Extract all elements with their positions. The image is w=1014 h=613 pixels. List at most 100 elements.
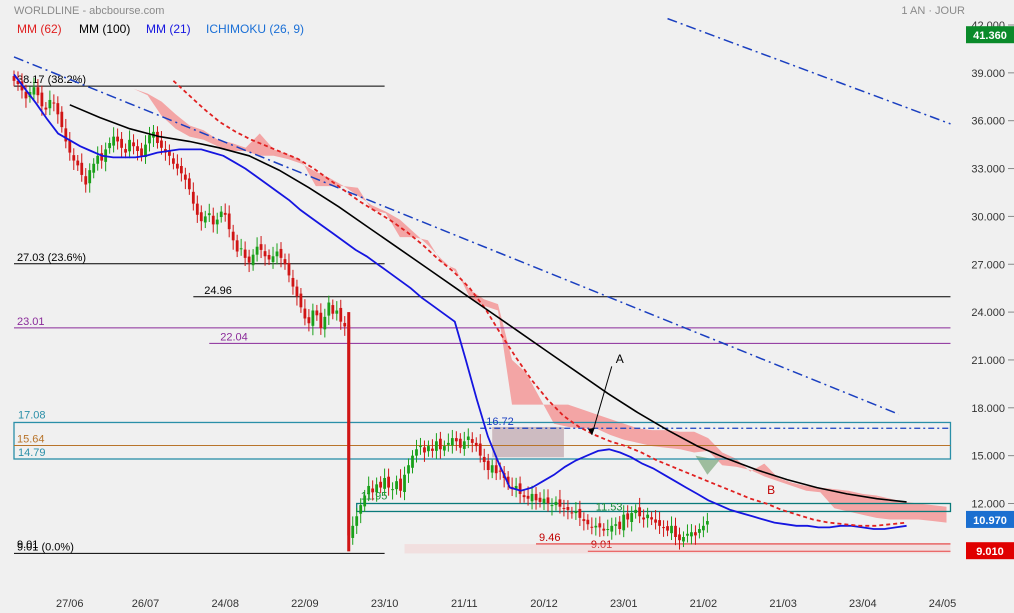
y-tick-label: 15.000 [971, 451, 1005, 463]
candle-body [538, 497, 542, 502]
candle-body [431, 448, 434, 451]
candle-body [522, 495, 526, 498]
candle-body [395, 481, 398, 490]
moving-averages [13, 73, 907, 530]
candle-body [40, 92, 44, 107]
candle-body [435, 441, 438, 451]
ma62-line [172, 80, 907, 527]
candle-body [399, 478, 402, 491]
ma100-line [69, 104, 907, 503]
candle-body [239, 248, 243, 250]
candle-body [263, 251, 267, 257]
level-box [356, 502, 952, 513]
candle-body [116, 136, 120, 142]
candle-body [466, 436, 470, 441]
level-label: 9.01 [17, 539, 38, 551]
candle-body [327, 302, 331, 316]
candle-body [470, 439, 474, 443]
candle-body [371, 488, 375, 493]
candle-body [654, 519, 657, 523]
candle-body [247, 256, 251, 263]
candle-body [12, 76, 16, 81]
candle-body [391, 489, 394, 491]
x-tick-label: 23/01 [610, 598, 638, 610]
candle-body [542, 498, 546, 504]
candle-body [415, 449, 418, 456]
candle-body [227, 213, 231, 230]
level-label: 38.17 (38.2%) [17, 74, 86, 86]
candle-body [626, 513, 630, 520]
candle-body [582, 519, 586, 522]
candle-body [494, 465, 498, 474]
candle-body [36, 87, 40, 96]
x-tick-label: 26/07 [132, 598, 160, 610]
candle-gap-down [347, 312, 351, 552]
candle-body [462, 441, 466, 449]
candle-body [566, 507, 570, 510]
candle-body [670, 525, 673, 534]
candle-body [100, 153, 104, 161]
y-tick-label: 21.000 [971, 355, 1005, 367]
level-box [13, 421, 952, 460]
x-tick-label: 27/06 [56, 598, 84, 610]
y-tick-label: 33.000 [971, 164, 1005, 176]
candle-body [48, 99, 52, 109]
level-label: 17.08 [18, 409, 46, 421]
candle-body [598, 523, 602, 528]
candle-body [558, 499, 562, 507]
candle-body [203, 216, 207, 223]
x-tick-label: 22/09 [291, 598, 319, 610]
candle-body [367, 485, 371, 495]
source-label: WORLDLINE - abcbourse.com [14, 5, 164, 17]
y-tick-label: 24.000 [971, 307, 1005, 319]
candle-body [622, 514, 626, 531]
candle-body [156, 131, 159, 144]
candle-body [458, 438, 462, 448]
candle-body [271, 256, 275, 263]
level-label: 15.64 [17, 433, 45, 445]
ichimoku-cloud [133, 88, 947, 523]
trendline [13, 56, 899, 415]
candle-body [76, 160, 80, 166]
cloud-green-twist [695, 455, 720, 475]
candle-body [132, 142, 135, 147]
candle-body [335, 310, 339, 314]
candle-body [562, 507, 566, 509]
level-label: 24.96 [204, 285, 232, 297]
candle-body [267, 254, 271, 260]
annotations: AB [587, 352, 775, 497]
candle-body [590, 526, 594, 528]
candle-body [343, 322, 347, 327]
candle-body [530, 493, 534, 502]
candle-body [359, 505, 363, 514]
candle-body [705, 521, 709, 525]
candle-body [319, 312, 323, 329]
price-badge-label: 10.970 [973, 515, 1007, 527]
candle-body [646, 514, 650, 519]
candle-body [108, 143, 112, 149]
price-badge [966, 542, 1014, 560]
candle-body [195, 203, 199, 215]
candle-body [586, 519, 590, 525]
candle-body [32, 87, 36, 95]
candle-body [363, 495, 367, 507]
candle-body [698, 529, 701, 533]
candle-body [403, 474, 406, 493]
legend-ma100: MM (100) [79, 22, 130, 36]
candle-body [678, 534, 681, 541]
candle-body [634, 509, 638, 514]
candle-body [574, 511, 578, 514]
candle-body [498, 470, 502, 472]
candle-body [307, 317, 311, 324]
candle-body [666, 526, 669, 531]
candle-body [84, 176, 88, 185]
candle-body [160, 140, 163, 148]
candle-body [546, 497, 550, 504]
candle-body [175, 163, 179, 169]
candle-body [578, 508, 582, 518]
candle-body [96, 155, 100, 164]
candle-body [478, 443, 482, 456]
level-label: 14.79 [18, 447, 46, 459]
candle-body [490, 465, 494, 473]
